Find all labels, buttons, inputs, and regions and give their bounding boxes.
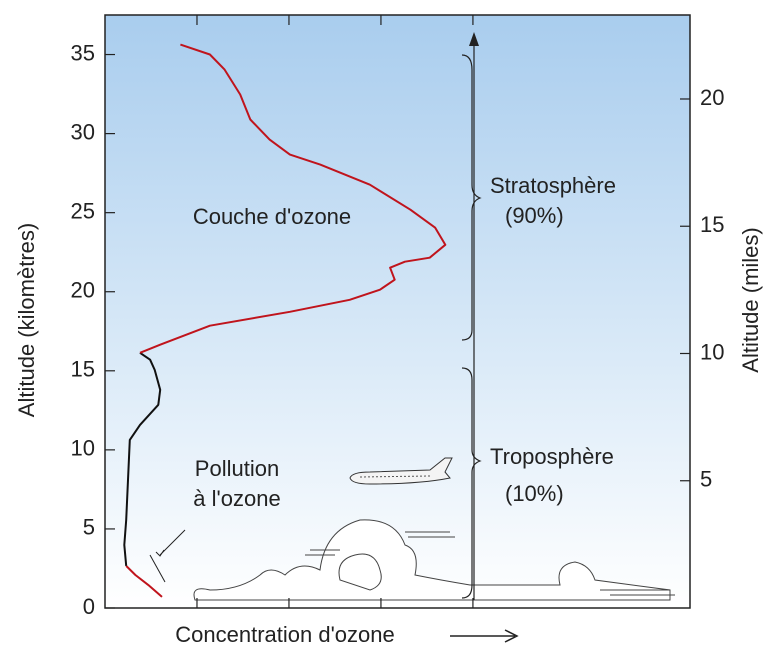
y-tick-label: 25 (71, 198, 95, 223)
profile-line (123, 351, 162, 566)
y-axis-title: Altitude (kilomètres) (14, 223, 39, 417)
y2-tick-label: 20 (700, 85, 724, 110)
pointer (149, 554, 166, 583)
y2-tick-label: 5 (700, 467, 712, 492)
brace-troposphere (461, 367, 482, 599)
y-tick-label: 10 (71, 436, 95, 461)
plot-area (104, 14, 691, 609)
y2-axis-title: Altitude (miles) (738, 227, 763, 372)
clouds (193, 519, 671, 601)
annotation: (90%) (505, 203, 564, 228)
annotation: Couche d'ozone (193, 204, 351, 229)
y2-tick-label: 10 (700, 339, 724, 364)
annotation: Stratosphère (490, 173, 616, 198)
pointer-head (155, 549, 165, 557)
annotation: Pollution (195, 456, 279, 481)
x-axis-title: Concentration d'ozone (175, 622, 394, 647)
y-tick-label: 5 (83, 515, 95, 540)
y-tick-label: 0 (83, 594, 95, 619)
wind-lines (305, 531, 675, 596)
y-tick-label: 20 (71, 278, 95, 303)
y-tick-label: 15 (71, 357, 95, 382)
annotation: (10%) (505, 481, 564, 506)
profile-line (139, 43, 447, 354)
profile-line (125, 565, 163, 598)
brace-stratosphere (461, 54, 482, 341)
annotation: à l'ozone (193, 486, 280, 511)
annotation: Troposphère (490, 444, 614, 469)
x-axis-arrow (450, 629, 519, 643)
arrow-head (469, 32, 479, 46)
y-tick-label: 35 (71, 40, 95, 65)
y2-tick-label: 15 (700, 212, 724, 237)
y-tick-label: 30 (71, 119, 95, 144)
airplane (349, 457, 453, 485)
